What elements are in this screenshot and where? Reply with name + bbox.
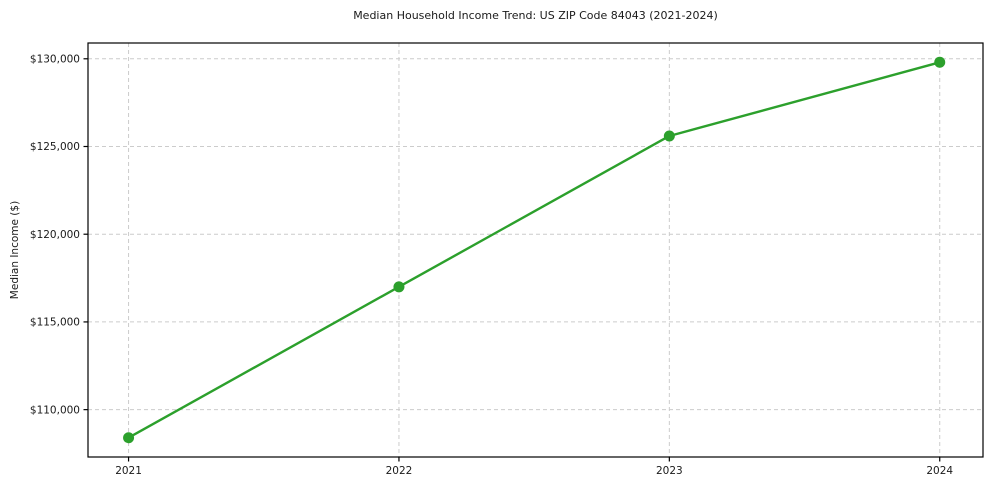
data-point-2024 (934, 56, 946, 68)
y-tick-label: $110,000 (30, 404, 80, 416)
plot-border (87, 42, 984, 458)
data-point-2023 (663, 130, 675, 142)
y-tick-label: $120,000 (30, 229, 80, 241)
x-tick-label: 2024 (926, 465, 953, 477)
y-tick-label: $115,000 (30, 317, 80, 329)
y-tick-label: $125,000 (30, 141, 80, 153)
x-tick-label: 2023 (656, 465, 683, 477)
x-tick-label: 2022 (386, 465, 413, 477)
data-point-2021 (123, 432, 135, 444)
trend-line (127, 61, 941, 439)
x-tick-label: 2021 (115, 465, 142, 477)
chart-title: Median Household Income Trend: US ZIP Co… (353, 9, 718, 22)
data-point-2022 (393, 281, 405, 293)
y-tick-label: $130,000 (30, 53, 80, 65)
